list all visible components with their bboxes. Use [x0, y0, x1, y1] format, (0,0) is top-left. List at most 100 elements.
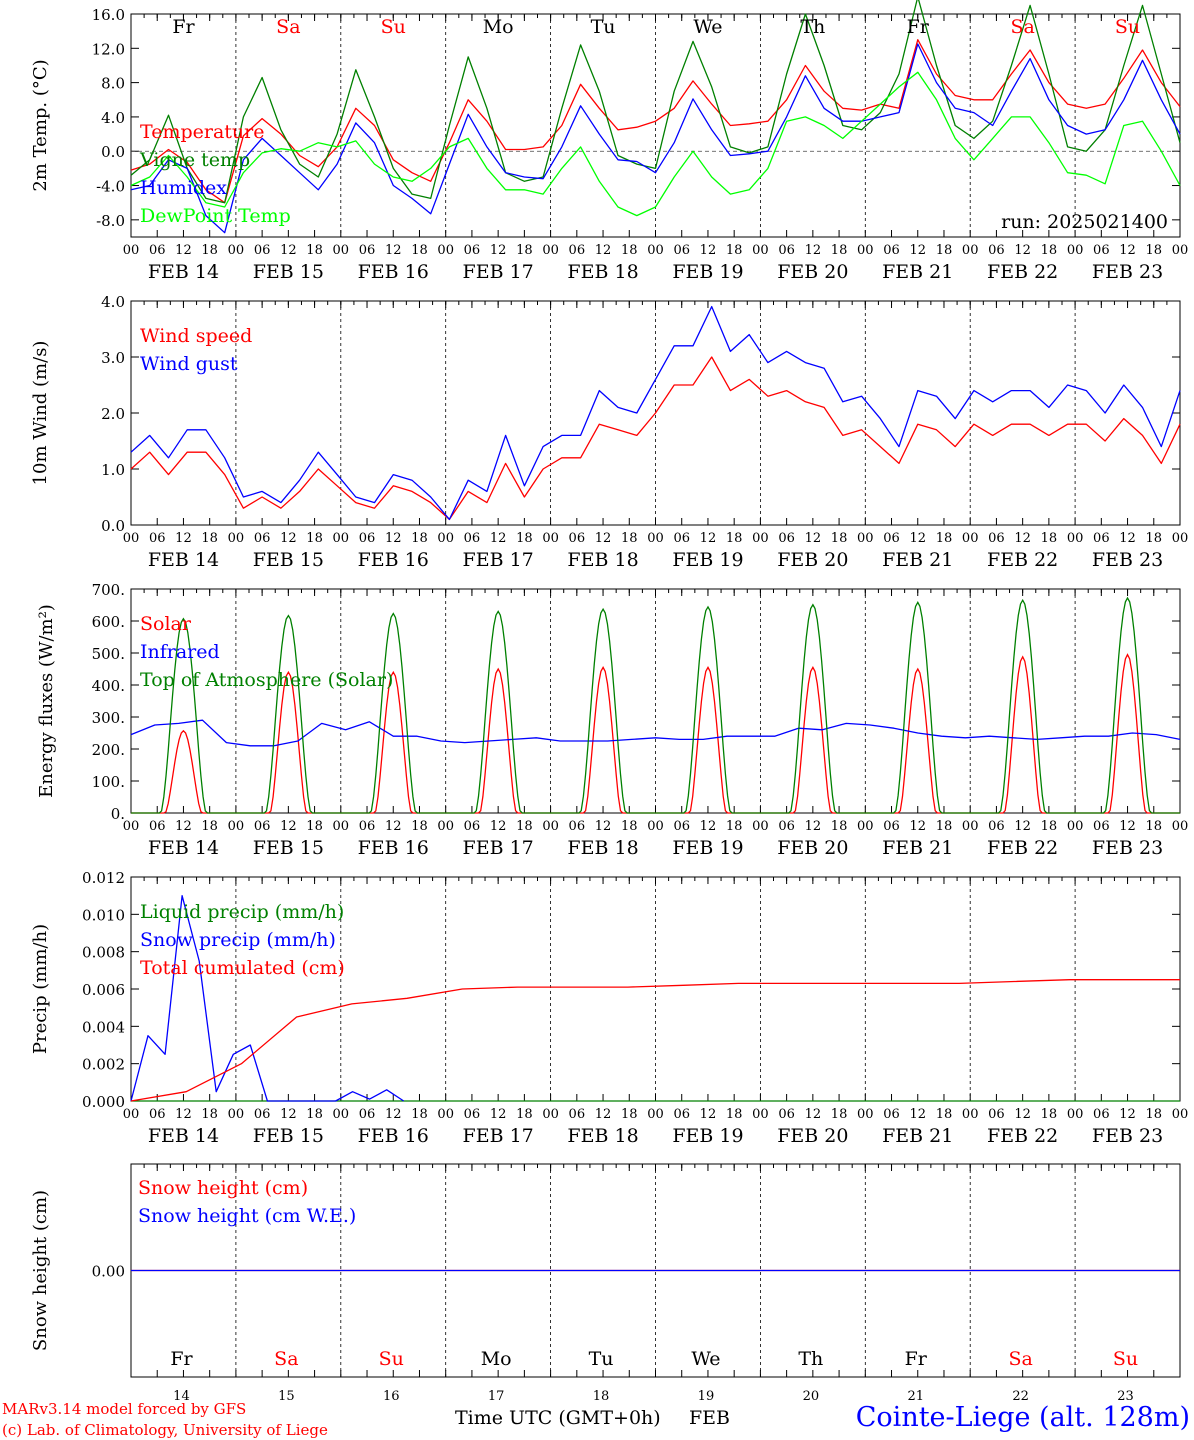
hour-tick-label: 06 — [778, 531, 795, 546]
hour-tick-label: 00 — [1172, 819, 1189, 834]
hour-tick-label: 00 — [752, 243, 769, 258]
hour-tick-label: 06 — [1093, 819, 1110, 834]
hour-tick-label: 18 — [726, 1107, 743, 1122]
hour-tick-label: 12 — [175, 243, 192, 258]
hour-tick-label: 12 — [385, 531, 402, 546]
hour-tick-label: 06 — [359, 243, 376, 258]
day-abbr-bottom: Su — [379, 1348, 404, 1370]
hour-tick-label: 18 — [306, 531, 323, 546]
hour-tick-label: 00 — [333, 1107, 350, 1122]
hour-tick-label: 12 — [175, 819, 192, 834]
day-abbr-top: Tu — [591, 16, 616, 38]
snow-height-cm-w-e--legend: Snow height (cm W.E.) — [138, 1205, 356, 1227]
day-number: 16 — [383, 1389, 400, 1404]
hour-tick-label: 12 — [909, 531, 926, 546]
hour-tick-label: 12 — [280, 531, 297, 546]
day-abbr-bottom: Mo — [481, 1348, 512, 1370]
y-axis-label: Precip (mm/h) — [30, 924, 51, 1054]
day-number: 15 — [278, 1389, 295, 1404]
hour-tick-label: 06 — [254, 819, 271, 834]
hour-tick-label: 06 — [883, 819, 900, 834]
energy-frame — [130, 588, 1181, 814]
date-label: FEB 23 — [1092, 549, 1163, 571]
hour-tick-label: 12 — [700, 243, 717, 258]
hour-tick-label: 18 — [936, 243, 953, 258]
hour-tick-label: 18 — [1041, 531, 1058, 546]
y-tick-label: 0.00 — [92, 1263, 125, 1281]
temperature-panel: 00 06 12 18 00 06 12 18 00 06 12 18 00 06 12 18 00 06 12 18… — [30, 0, 1188, 283]
hour-tick-label: 18 — [621, 819, 638, 834]
date-label: FEB 20 — [777, 549, 848, 571]
hour-tick-label: 00 — [752, 531, 769, 546]
hour-tick-label: 00 — [228, 819, 245, 834]
hour-tick-label: 06 — [778, 1107, 795, 1122]
hour-tick-label: 00 — [857, 819, 874, 834]
hour-tick-label: 00 — [123, 819, 140, 834]
y-tick-label: 3.0 — [101, 349, 125, 367]
hour-tick-label: 06 — [569, 243, 586, 258]
hour-tick-label: 18 — [936, 531, 953, 546]
y-axis-label: 2m Temp. (°C) — [30, 59, 51, 191]
hour-tick-label: 00 — [542, 243, 559, 258]
wind-speed-line — [130, 356, 1181, 521]
wind-gust-legend: Wind gust — [140, 353, 238, 375]
hour-tick-label: 18 — [516, 531, 533, 546]
hour-tick-label: 12 — [385, 819, 402, 834]
hour-tick-label: 18 — [306, 1107, 323, 1122]
hour-tick-label: 12 — [909, 243, 926, 258]
hour-tick-label: 12 — [385, 1107, 402, 1122]
day-abbr-bottom: Sa — [1008, 1348, 1032, 1370]
hour-tick-label: 18 — [306, 243, 323, 258]
date-label: FEB 17 — [463, 1125, 534, 1147]
y-axis-label: Snow height (cm) — [30, 1190, 51, 1351]
date-label: FEB 18 — [567, 837, 638, 859]
hour-tick-label: 18 — [201, 243, 218, 258]
hour-tick-label: 06 — [464, 1107, 481, 1122]
solar-legend: Solar — [140, 613, 192, 635]
snow-precip-mm-h--legend: Snow precip (mm/h) — [140, 929, 336, 951]
hour-tick-label: 18 — [831, 243, 848, 258]
hour-tick-label: 18 — [201, 1107, 218, 1122]
hour-tick-label: 00 — [1067, 819, 1084, 834]
hour-tick-label: 00 — [1067, 243, 1084, 258]
hour-tick-label: 06 — [254, 531, 271, 546]
hour-tick-label: 12 — [1014, 243, 1031, 258]
hour-tick-label: 00 — [962, 1107, 979, 1122]
total-cumulated-cm--legend: Total cumulated (cm) — [140, 957, 345, 979]
hour-tick-label: 12 — [280, 243, 297, 258]
hour-tick-label: 00 — [1172, 1107, 1189, 1122]
hour-tick-label: 12 — [1014, 531, 1031, 546]
y-tick-label: 500. — [92, 645, 125, 663]
day-abbr-top: Su — [1115, 16, 1140, 38]
hour-tick-label: 18 — [306, 819, 323, 834]
y-tick-label: 0. — [111, 805, 125, 823]
y-tick-label: 100. — [92, 773, 125, 791]
hour-tick-label: 06 — [778, 243, 795, 258]
hour-tick-label: 12 — [805, 819, 822, 834]
date-label: FEB 14 — [148, 261, 219, 283]
hour-tick-label: 06 — [149, 1107, 166, 1122]
hour-tick-label: 06 — [883, 243, 900, 258]
hour-tick-label: 00 — [1067, 531, 1084, 546]
hour-tick-label: 12 — [909, 1107, 926, 1122]
hour-tick-label: 12 — [805, 531, 822, 546]
hour-tick-label: 00 — [333, 819, 350, 834]
y-axis-label: Energy fluxes (W/m²) — [36, 604, 57, 798]
y-tick-label: 400. — [92, 677, 125, 695]
humidex-legend: Humidex — [140, 177, 227, 199]
hour-tick-label: 18 — [1146, 1107, 1163, 1122]
date-label: FEB 22 — [987, 1125, 1058, 1147]
date-label: FEB 19 — [672, 837, 743, 859]
hour-tick-label: 00 — [1067, 1107, 1084, 1122]
hour-tick-label: 00 — [542, 1107, 559, 1122]
hour-tick-label: 00 — [962, 819, 979, 834]
footer-copyright: (c) Lab. of Climatology, University of L… — [2, 1421, 328, 1439]
date-label: FEB 19 — [672, 1125, 743, 1147]
wind-gust-line — [130, 305, 1181, 521]
top-of-atmosphere-solar--legend: Top of Atmosphere (Solar) — [140, 669, 393, 691]
hour-tick-label: 18 — [516, 1107, 533, 1122]
dewpoint-temp-legend: DewPoint Temp — [140, 205, 291, 227]
hour-tick-label: 18 — [201, 531, 218, 546]
date-label: FEB 16 — [358, 549, 429, 571]
hour-tick-label: 06 — [464, 243, 481, 258]
